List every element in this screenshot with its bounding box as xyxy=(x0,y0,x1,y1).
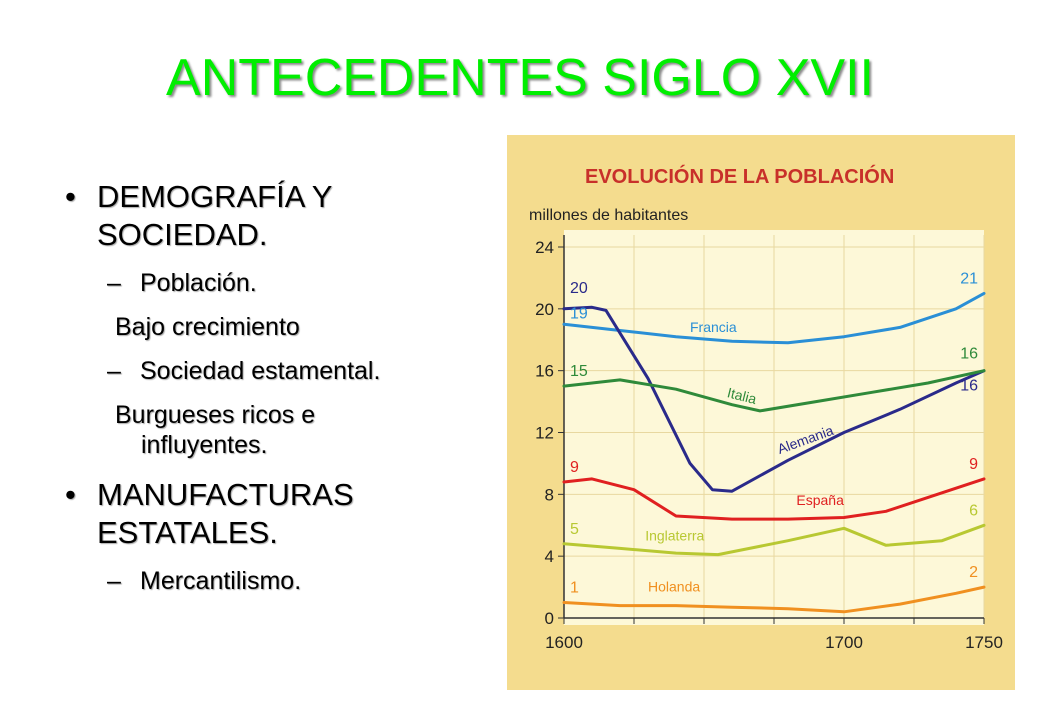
start-label-alemania: 20 xyxy=(570,280,588,297)
series-name-españa: España xyxy=(796,492,844,508)
series-line-alemania xyxy=(562,305,986,493)
series-line-españa xyxy=(562,477,986,521)
subbullet-mercantilismo: – Mercantilismo. xyxy=(65,566,485,596)
y-tick-label: 16 xyxy=(535,362,554,381)
end-label-francia: 21 xyxy=(960,270,978,287)
end-label-inglaterra: 6 xyxy=(969,502,978,519)
series-line-inglaterra xyxy=(562,523,986,557)
start-label-españa: 9 xyxy=(570,459,579,476)
population-chart-svg: EVOLUCIÓN DE LA POBLACIÓN millones de ha… xyxy=(507,135,1015,690)
series-name-italia: Italia xyxy=(726,384,759,407)
subbullet-text: Población. xyxy=(140,269,257,297)
bullet-demografia: • DEMOGRAFÍA Y SOCIEDAD. xyxy=(65,178,485,254)
dash-glyph: – xyxy=(107,567,121,595)
start-label-italia: 15 xyxy=(570,363,588,380)
subbullet-poblacion: – Población. xyxy=(65,268,485,298)
end-label-alemania: 16 xyxy=(960,378,978,395)
bullet-glyph: • xyxy=(65,179,76,214)
series-name-inglaterra: Inglaterra xyxy=(645,528,704,544)
bullet-text: MANUFACTURAS ESTATALES. xyxy=(97,477,354,550)
dash-glyph: – xyxy=(107,357,121,385)
bullet-manufacturas: • MANUFACTURAS ESTATALES. xyxy=(65,476,485,552)
subbullet-text: Mercantilismo. xyxy=(140,567,302,595)
start-label-francia: 19 xyxy=(570,305,588,322)
series-name-francia: Francia xyxy=(690,319,737,335)
text-burgueses: Burgueses ricos e influyentes. xyxy=(65,400,485,460)
x-tick-label: 1600 xyxy=(545,633,583,652)
text-burgueses-line2: influyentes. xyxy=(141,431,268,459)
end-label-españa: 9 xyxy=(969,456,978,473)
x-tick-label: 1700 xyxy=(825,633,863,652)
y-tick-label: 20 xyxy=(535,300,554,319)
series-line-holanda xyxy=(562,585,986,614)
x-tick-label: 1750 xyxy=(965,633,1003,652)
dash-glyph: – xyxy=(107,269,121,297)
y-tick-label: 12 xyxy=(535,424,554,443)
y-axis-label: millones de habitantes xyxy=(529,207,688,224)
y-tick-label: 4 xyxy=(545,547,554,566)
y-tick-label: 0 xyxy=(545,609,554,628)
series-group xyxy=(562,291,986,614)
series-line-francia xyxy=(562,291,986,345)
end-label-italia: 16 xyxy=(960,346,978,363)
chart-title: EVOLUCIÓN DE LA POBLACIÓN xyxy=(585,164,894,188)
population-chart: EVOLUCIÓN DE LA POBLACIÓN millones de ha… xyxy=(507,135,1015,690)
subbullet-sociedad: – Sociedad estamental. xyxy=(65,356,485,386)
text-burgueses-line1: Burgueses ricos e xyxy=(115,401,316,429)
end-label-holanda: 2 xyxy=(969,564,978,581)
bullet-text: DEMOGRAFÍA Y SOCIEDAD. xyxy=(97,179,332,252)
series-line-italia xyxy=(562,369,986,413)
bullet-list: • DEMOGRAFÍA Y SOCIEDAD. – Población. Ba… xyxy=(65,178,485,610)
slide-title: ANTECEDENTES SIGLO XVII xyxy=(166,49,874,107)
series-name-holanda: Holanda xyxy=(648,579,700,595)
y-tick-label: 24 xyxy=(535,238,554,257)
bullet-glyph: • xyxy=(65,477,76,512)
y-tick-label: 8 xyxy=(545,485,554,504)
start-label-holanda: 1 xyxy=(570,580,579,597)
start-label-inglaterra: 5 xyxy=(570,521,579,538)
subbullet-text: Sociedad estamental. xyxy=(140,357,381,385)
text-bajo-crecimiento: Bajo crecimiento xyxy=(115,313,300,341)
